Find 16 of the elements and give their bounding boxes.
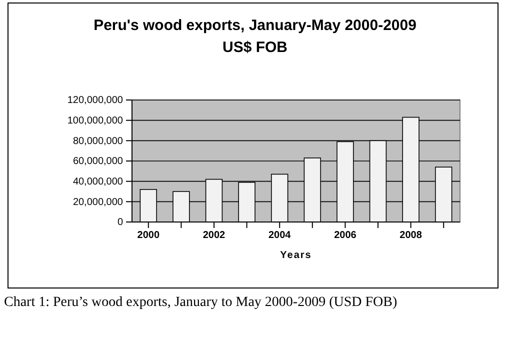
x-axis-title: Years [280,250,312,261]
y-tick-label: 20,000,000 [72,196,124,208]
chart-subtitle: US$ FOB [222,39,288,56]
y-tick-label: 60,000,000 [72,156,124,168]
chart-title: Peru's wood exports, January-May 2000-2009 [94,17,416,34]
y-tick-label: 0 [117,217,124,228]
y-tick-label: 100,000,000 [67,116,124,127]
y-tick-label: 120,000,000 [67,95,124,106]
x-tick-label: 2004 [268,230,292,242]
x-tick-label: 2008 [400,230,422,242]
y-tick-label: 40,000,000 [72,176,124,188]
x-tick-label: 2000 [137,230,160,242]
caption: Chart 1: Peru’s wood exports, January to May 2000-2009 (USD FOB) [4,294,398,311]
y-tick-label: 80,000,000 [72,136,124,147]
x-tick-label: 2006 [334,230,357,242]
x-tick-label: 2002 [202,230,226,242]
